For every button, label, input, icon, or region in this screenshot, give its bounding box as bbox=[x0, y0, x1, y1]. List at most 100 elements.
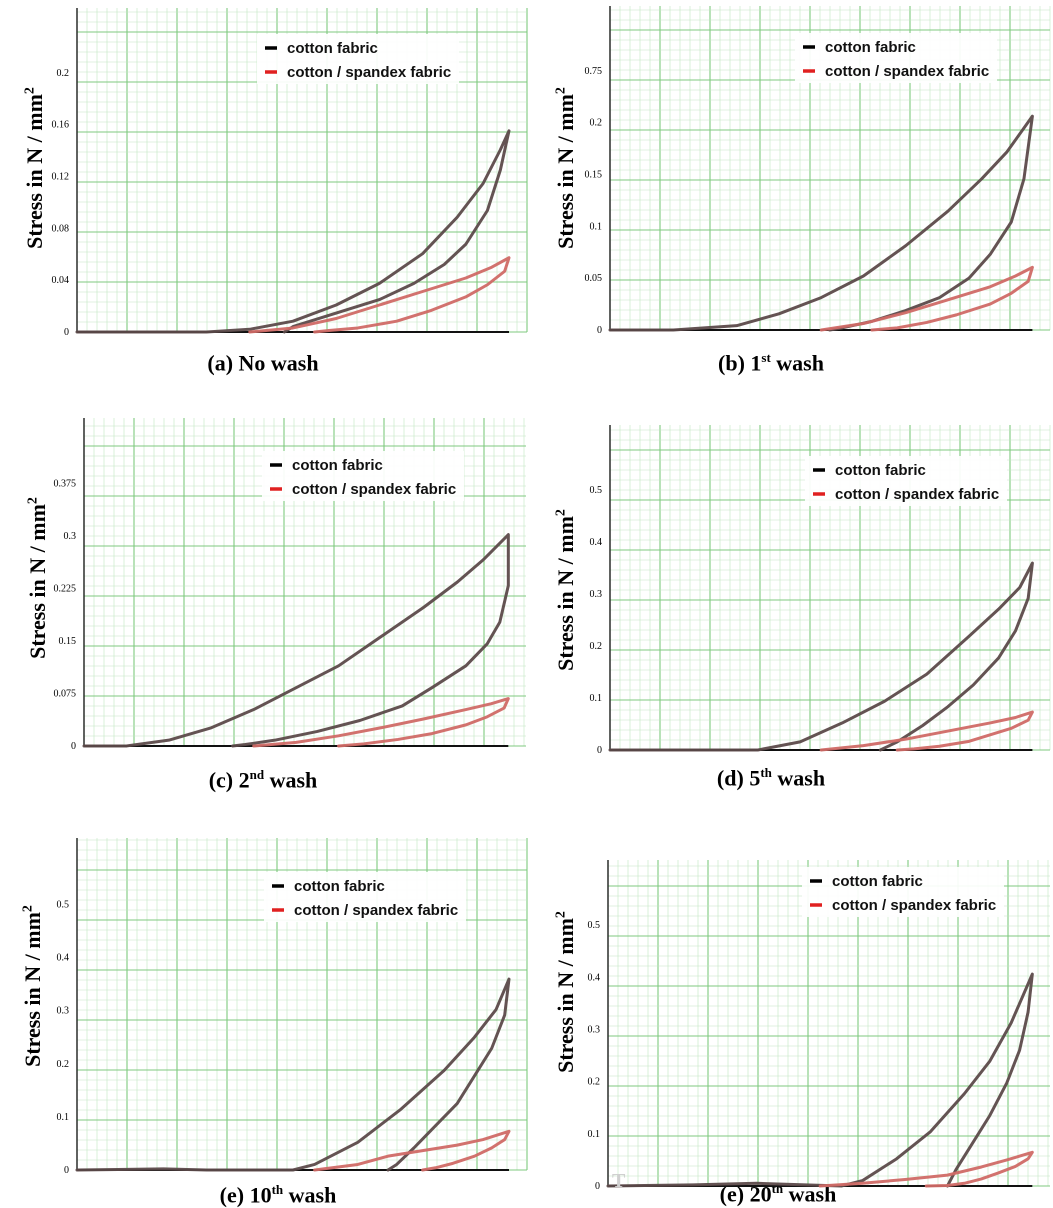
y-axis-label-sup: 2 bbox=[553, 911, 569, 919]
y-tick-label: 0.05 bbox=[585, 273, 603, 284]
y-tick-label: 0.15 bbox=[59, 636, 77, 647]
legend-label-spandex: cotton / spandex fabric bbox=[832, 897, 996, 914]
y-tick-label: 0.2 bbox=[590, 118, 603, 129]
series-spandex-line bbox=[252, 697, 510, 748]
y-tick-label: 0.2 bbox=[590, 641, 603, 652]
legend-label-spandex: cotton / spandex fabric bbox=[287, 64, 451, 81]
series-cotton-line bbox=[82, 533, 510, 748]
y-tick-label: 0.1 bbox=[588, 1129, 601, 1140]
y-tick-label: 0.75 bbox=[585, 66, 603, 77]
legend-label-spandex: cotton / spandex fabric bbox=[835, 486, 999, 503]
legend-label-cotton: cotton fabric bbox=[292, 457, 383, 474]
y-tick-label: 0.225 bbox=[54, 584, 77, 595]
grid bbox=[76, 8, 528, 333]
caption-post: wash bbox=[770, 350, 824, 376]
y-tick-label: 0.4 bbox=[590, 537, 603, 548]
y-axis-label: Stress in N / mm2 bbox=[25, 497, 51, 659]
caption-sup: th bbox=[771, 1181, 784, 1196]
y-tick-label: 0 bbox=[595, 1181, 600, 1192]
y-axis-label-sup: 2 bbox=[20, 905, 36, 913]
series-spandex-line bbox=[818, 1150, 1034, 1188]
legend-background bbox=[805, 456, 1007, 506]
panel-caption: (c) 2nd wash bbox=[209, 767, 318, 793]
series-cotton-line bbox=[606, 972, 1034, 1188]
y-axis-label: Stress in N / mm2 bbox=[22, 87, 48, 249]
y-axis-label-text: Stress in N / mm bbox=[20, 912, 45, 1067]
series-spandex-line bbox=[819, 710, 1034, 752]
stray-mark: T bbox=[612, 1170, 626, 1192]
y-axis-label-text: Stress in N / mm bbox=[25, 504, 50, 659]
y-axis-label-text: Stress in N / mm bbox=[553, 94, 578, 249]
caption-sup: st bbox=[761, 350, 771, 365]
y-tick-label: 0.1 bbox=[57, 1112, 70, 1123]
y-tick-label: 0 bbox=[597, 745, 602, 756]
y-tick-label: 0.075 bbox=[54, 689, 77, 700]
caption-pre: (e) 10 bbox=[219, 1182, 272, 1208]
caption-pre: (d) 5 bbox=[716, 765, 761, 791]
legend-label-spandex: cotton / spandex fabric bbox=[825, 63, 989, 80]
y-tick-label: 0 bbox=[597, 325, 602, 336]
y-tick-label: 0 bbox=[64, 327, 69, 338]
series-spandex-line bbox=[819, 265, 1034, 332]
legend-background bbox=[262, 451, 464, 501]
y-tick-label: 0.4 bbox=[57, 953, 70, 964]
legend: cotton fabric cotton / spandex fabric bbox=[802, 867, 1004, 917]
y-axis-label-text: Stress in N / mm bbox=[553, 918, 578, 1073]
y-tick-label: 0.375 bbox=[54, 479, 77, 490]
legend-label-spandex: cotton / spandex fabric bbox=[294, 902, 458, 919]
y-tick-label: 0.3 bbox=[590, 589, 603, 600]
y-tick-label: 0.3 bbox=[588, 1025, 601, 1036]
legend: cotton fabric cotton / spandex fabric bbox=[257, 34, 459, 84]
y-axis-label: Stress in N / mm2 bbox=[553, 509, 579, 671]
y-axis-label: Stress in N / mm2 bbox=[553, 87, 579, 249]
y-axis-label: Stress in N / mm2 bbox=[20, 905, 46, 1067]
y-axis-label: Stress in N / mm2 bbox=[553, 911, 579, 1073]
y-axis-label-sup: 2 bbox=[22, 87, 38, 95]
legend-label-spandex: cotton / spandex fabric bbox=[292, 481, 456, 498]
y-tick-label: 0.5 bbox=[57, 899, 70, 910]
legend: cotton fabric cotton / spandex fabric bbox=[805, 456, 1007, 506]
legend-background bbox=[264, 872, 466, 922]
series-cotton-line bbox=[608, 114, 1034, 332]
series-cotton-line bbox=[75, 977, 511, 1172]
legend-background bbox=[257, 34, 459, 84]
y-tick-label: 0.2 bbox=[57, 68, 70, 79]
y-tick-label: 0 bbox=[64, 1165, 69, 1176]
y-axis-label-text: Stress in N / mm bbox=[553, 516, 578, 671]
legend: cotton fabric cotton / spandex fabric bbox=[264, 872, 466, 922]
y-tick-label: 0.12 bbox=[52, 171, 70, 182]
caption-sup: nd bbox=[249, 767, 265, 782]
y-tick-label: 0.1 bbox=[590, 221, 603, 232]
caption-pre: (a) No wash bbox=[207, 350, 319, 376]
legend-label-cotton: cotton fabric bbox=[832, 873, 923, 890]
y-tick-label: 0.4 bbox=[588, 972, 601, 983]
caption-sup: th bbox=[271, 1182, 284, 1197]
panel-caption: (a) No wash bbox=[207, 350, 318, 376]
grid bbox=[83, 418, 526, 747]
caption-post: wash bbox=[264, 767, 318, 793]
legend-background bbox=[802, 867, 1004, 917]
y-tick-label: 0.2 bbox=[57, 1059, 70, 1070]
caption-pre: (b) 1 bbox=[718, 350, 762, 376]
series-spandex-line bbox=[313, 1129, 511, 1172]
y-tick-label: 0.2 bbox=[588, 1077, 601, 1088]
series-spandex-line bbox=[248, 256, 511, 334]
legend: cotton fabric cotton / spandex fabric bbox=[262, 451, 464, 501]
y-axis-label-text: Stress in N / mm bbox=[22, 94, 47, 249]
grid bbox=[609, 425, 1051, 751]
y-tick-label: 0 bbox=[71, 741, 76, 752]
caption-sup: th bbox=[760, 765, 772, 780]
y-tick-label: 0.5 bbox=[590, 485, 603, 496]
y-tick-label: 0.15 bbox=[585, 169, 603, 180]
y-axis-label-sup: 2 bbox=[553, 87, 569, 95]
panel-caption: (d) 5th wash bbox=[717, 765, 825, 791]
grid bbox=[609, 6, 1051, 331]
panel-caption: (e) 20th wash bbox=[720, 1181, 837, 1207]
legend: cotton fabric cotton / spandex fabric bbox=[795, 33, 997, 83]
